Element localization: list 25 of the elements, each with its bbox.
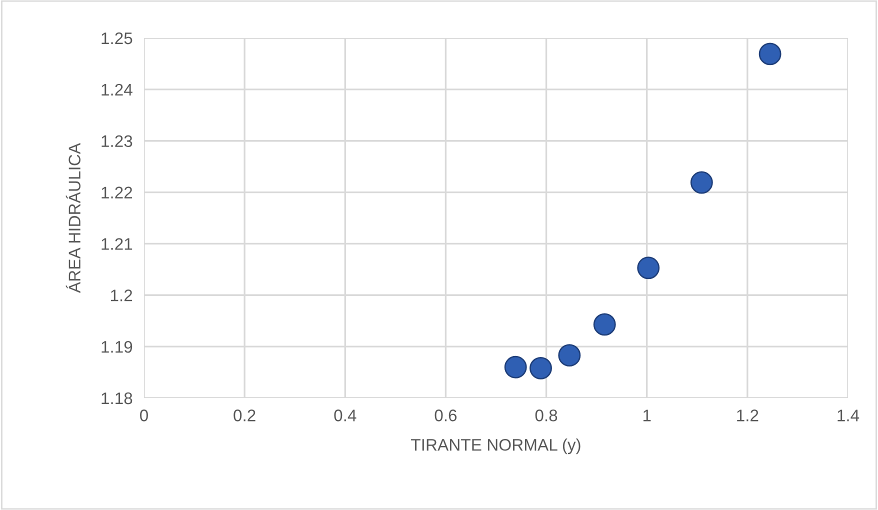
point	[758, 42, 782, 66]
y-tick-label: 1.21	[102, 238, 132, 250]
x-tick-label: 0.8	[535, 410, 558, 422]
x-tick-label: 1.2	[737, 410, 758, 422]
point	[504, 356, 527, 378]
x-tick-label: 1.4	[838, 410, 860, 422]
x-tick-label: 0	[140, 410, 148, 422]
y-tick-label: 1.25	[102, 32, 132, 44]
x-tick-label: 1	[643, 410, 651, 422]
y-tick-label: 1.19	[102, 340, 132, 353]
x-tick-label: 0.2	[234, 410, 256, 422]
point	[690, 171, 713, 194]
point	[593, 313, 616, 336]
y-axis-title: ÁREA HIDRÁULICA	[66, 143, 80, 293]
point	[530, 356, 552, 380]
point	[637, 256, 660, 280]
y-tick-label: 1.2	[110, 290, 132, 302]
point	[558, 344, 581, 367]
x-tick-label: 0.6	[434, 410, 457, 422]
y-tick-label: 1.24	[102, 84, 132, 96]
x-tick-label: 0.4	[334, 410, 356, 422]
y-tick-label: 1.23	[102, 135, 132, 148]
x-axis-title: TIRANTE NORMAL (y)	[411, 438, 580, 454]
y-tick-label: 1.18	[102, 392, 132, 404]
y-tick-label: 1.22	[102, 186, 132, 198]
